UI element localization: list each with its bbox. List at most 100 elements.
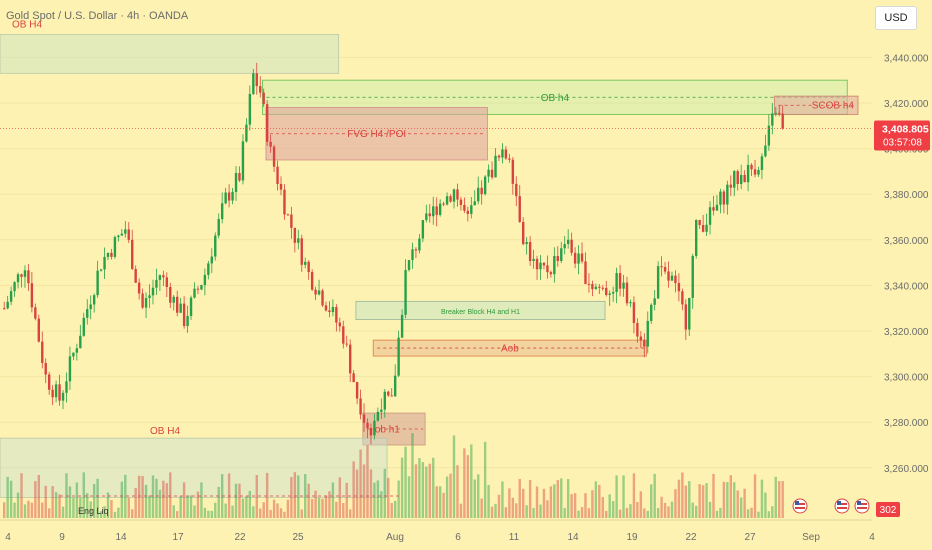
volume-bar [207, 510, 210, 518]
candle-up [6, 301, 9, 309]
volume-bar [373, 482, 376, 518]
candle-up [432, 206, 435, 217]
zone-label: OB h4 [541, 93, 570, 104]
event-flag-stripe [795, 507, 805, 509]
candle-down [182, 303, 186, 327]
volume-bar [362, 464, 366, 518]
volume-bar [265, 472, 269, 518]
candle-up [477, 187, 480, 202]
candle-down [750, 164, 753, 170]
volume-bar [272, 499, 276, 518]
candle-up [248, 93, 252, 125]
candle-down [781, 113, 784, 129]
volume-bar [601, 497, 604, 518]
candle-up [252, 73, 255, 94]
volume-bar [414, 464, 418, 518]
last-price-badge [874, 120, 930, 151]
volume-bar [618, 509, 622, 518]
volume-bar [155, 478, 158, 518]
candle-down [601, 287, 604, 289]
volume-bar [324, 495, 328, 518]
candles-layer [3, 62, 784, 445]
volume-bar [99, 511, 103, 518]
volume-bar [141, 476, 144, 518]
candle-up [376, 411, 380, 421]
volume-bar [677, 479, 681, 518]
volume-bar [473, 479, 476, 518]
volume-bar [546, 500, 549, 518]
y-tick-label: 3,360.000 [884, 236, 929, 247]
volume-bar [23, 504, 27, 518]
volume-bar [117, 507, 120, 518]
event-flag-stripe [857, 503, 867, 505]
volume-bar [421, 462, 425, 518]
candle-up [560, 248, 563, 261]
volume-bar [570, 494, 573, 518]
candle-down [321, 290, 324, 306]
volume-bar [131, 509, 134, 518]
volume-bar [383, 468, 386, 518]
volume-bar [380, 491, 383, 518]
candle-up [151, 287, 155, 296]
volume-bar [217, 486, 220, 518]
candle-down [667, 271, 670, 281]
candle-down [269, 141, 272, 147]
candle-up [200, 285, 203, 290]
candle-up [438, 203, 442, 215]
x-tick-label: 27 [744, 532, 756, 543]
candle-down [390, 395, 393, 397]
volume-bar [522, 488, 525, 518]
candle-down [591, 283, 594, 290]
volume-bar [51, 486, 54, 518]
currency-button[interactable]: USD [875, 6, 917, 30]
volume-bar [629, 504, 632, 518]
candle-down [20, 274, 23, 277]
volume-bar [293, 472, 297, 518]
candle-down [310, 272, 314, 290]
volume-bar [89, 501, 92, 518]
volume-bar [269, 509, 272, 518]
candle-up [13, 282, 16, 292]
volume-bar [16, 492, 20, 518]
candle-down [58, 384, 61, 401]
candle-down [497, 155, 501, 158]
volume-bar [532, 508, 535, 518]
volume-bar [75, 482, 79, 518]
volume-bar [778, 481, 781, 518]
candle-up [16, 274, 20, 283]
volume-bar [622, 475, 625, 518]
zone-label: FVG H4 /POI [347, 129, 406, 140]
candle-down [522, 221, 525, 245]
candle-down [584, 261, 587, 284]
candle-up [297, 238, 300, 243]
candle-up [411, 249, 414, 261]
volume-bar [3, 502, 6, 518]
volume-bar [86, 493, 89, 518]
candle-down [34, 307, 37, 319]
candle-down [30, 283, 34, 308]
volume-bar [54, 492, 58, 518]
volume-bar [577, 510, 580, 518]
candle-down [490, 169, 494, 178]
candle-up [117, 235, 120, 238]
candle-up [532, 258, 535, 262]
candle-up [144, 298, 148, 308]
volume-bar [646, 510, 649, 518]
candle-down [227, 192, 231, 201]
volume-bar [518, 478, 521, 518]
candle-up [421, 220, 425, 239]
volume-bar [234, 483, 238, 518]
volume-bar [497, 494, 501, 518]
zone-label: OB H4 [150, 426, 180, 437]
candle-down [736, 171, 739, 184]
volume-bar [636, 502, 639, 518]
candle-up [86, 309, 89, 318]
volume-badge [876, 502, 900, 517]
candle-down [265, 104, 269, 142]
candle-down [369, 427, 373, 436]
candle-up [733, 171, 736, 188]
volume-bar [27, 500, 30, 518]
volume-bar [241, 498, 245, 518]
candle-up [224, 192, 227, 204]
